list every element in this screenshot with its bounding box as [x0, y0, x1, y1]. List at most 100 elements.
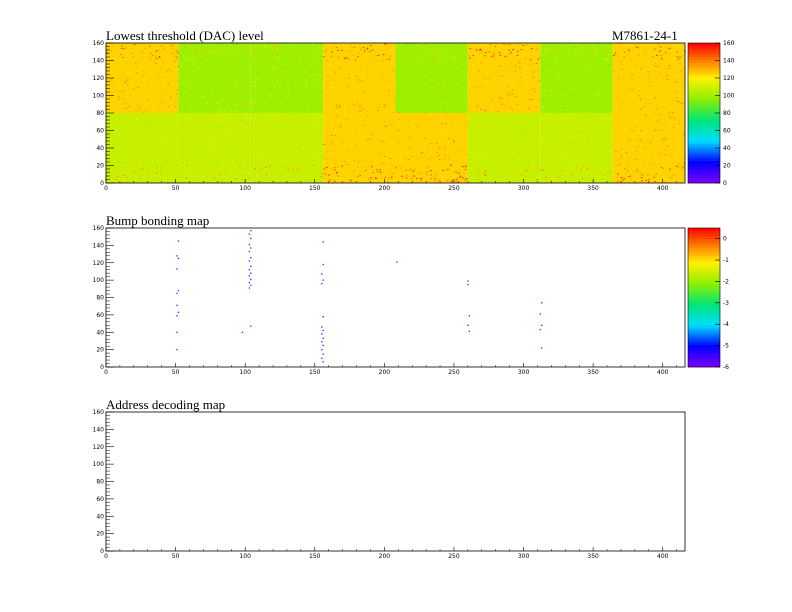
heatmap-pixel — [421, 171, 423, 173]
heatmap-pixel — [176, 141, 179, 143]
heatmap-pixel — [112, 172, 114, 174]
heatmap-pixel — [564, 140, 566, 142]
heatmap-pixel — [221, 180, 223, 182]
heatmap-pixel — [428, 47, 431, 49]
heatmap-pixel — [502, 144, 504, 146]
heatmap-pixel — [634, 63, 637, 65]
heatmap-pixel — [607, 45, 610, 47]
heatmap-pixel — [561, 174, 563, 176]
heatmap-pixel — [602, 111, 604, 113]
heatmap-pixel — [131, 45, 134, 47]
heatmap-pixel — [118, 96, 120, 98]
heatmap-pixel — [671, 79, 674, 81]
heatmap-pixel — [669, 116, 671, 118]
heatmap-pixel — [584, 168, 587, 170]
heatmap-pixel — [184, 77, 186, 79]
heatmap-pixel — [148, 159, 150, 161]
heatmap-pixel — [377, 132, 379, 134]
heatmap-pixel — [456, 63, 458, 65]
bump-bonding-colorbar: 0-1-2-3-4-5-6 — [687, 227, 729, 371]
heatmap-pixel — [424, 112, 427, 114]
heatmap-pixel — [639, 98, 642, 100]
heatmap-pixel — [504, 85, 506, 87]
heatmap-pixel — [160, 96, 163, 98]
heatmap-pixel — [546, 131, 549, 133]
colorbar-band — [688, 115, 720, 119]
heatmap-pixel — [628, 88, 631, 90]
heatmap-pixel — [603, 85, 605, 87]
heatmap-pixel — [206, 177, 208, 179]
heatmap-pixel — [279, 158, 281, 160]
heatmap-pixel — [137, 144, 139, 146]
heatmap-pixel — [356, 75, 358, 77]
heatmap-pixel — [325, 138, 328, 140]
heatmap-pixel — [211, 118, 214, 120]
colorbar-band — [688, 314, 720, 318]
heatmap-pixel — [425, 83, 427, 85]
heatmap-pixel — [320, 175, 323, 177]
heatmap-pixel — [327, 125, 329, 127]
heatmap-pixel — [295, 148, 297, 150]
heatmap-pixel — [422, 43, 424, 45]
heatmap-pixel — [206, 75, 208, 77]
heatmap-pixel — [567, 130, 570, 132]
heatmap-pixel — [673, 126, 675, 128]
heatmap-pixel — [464, 179, 467, 181]
heatmap-pixel — [400, 79, 402, 81]
heatmap-pixel — [250, 102, 252, 104]
heatmap-pixel — [447, 102, 450, 104]
heatmap-pixel — [540, 123, 543, 125]
heatmap-pixel — [512, 81, 514, 83]
heatmap-pixel — [608, 89, 611, 91]
heatmap-pixel — [208, 169, 211, 171]
heatmap-pixel — [130, 156, 132, 158]
heatmap-pixel — [158, 62, 161, 64]
heatmap-pixel — [568, 50, 571, 52]
heatmap-pixel — [153, 108, 155, 110]
heatmap-pixel — [495, 91, 498, 93]
heatmap-pixel — [459, 115, 461, 117]
heatmap-pixel — [492, 54, 495, 56]
colorbar-band — [688, 48, 720, 52]
heatmap-pixel — [322, 155, 324, 157]
heatmap-pixel — [653, 120, 655, 122]
heatmap-pixel — [397, 140, 400, 142]
heatmap-pixel — [359, 85, 362, 87]
heatmap-pixel — [302, 63, 304, 65]
colorbar-band — [688, 322, 720, 326]
heatmap-pixel — [620, 177, 623, 179]
y-tick-label: 60 — [96, 496, 104, 503]
heatmap-pixel — [501, 103, 503, 105]
heatmap-pixel — [224, 172, 226, 174]
heatmap-pixel — [151, 115, 153, 117]
x-tick-label: 350 — [587, 553, 599, 560]
heatmap-pixel — [245, 112, 248, 114]
heatmap-pixel — [278, 84, 280, 86]
heatmap-pixel — [648, 180, 650, 182]
heatmap-pixel — [542, 106, 544, 108]
heatmap-pixel — [682, 102, 684, 104]
heatmap-pixel — [529, 98, 531, 100]
heatmap-pixel — [364, 142, 367, 144]
heatmap-pixel — [651, 119, 654, 121]
colorbar-band — [688, 361, 720, 365]
heatmap-pixel — [246, 118, 249, 120]
heatmap-pixel — [648, 178, 650, 180]
heatmap-pixel — [615, 150, 617, 152]
heatmap-pixel — [603, 146, 606, 148]
heatmap-pixel — [346, 118, 348, 120]
panel2-title: Bump bonding map — [106, 213, 210, 228]
y-tick-label: 20 — [96, 531, 104, 538]
heatmap-pixel — [628, 70, 631, 72]
heatmap-pixel — [664, 99, 667, 101]
heatmap-pixel — [202, 159, 204, 161]
heatmap-pixel — [372, 172, 374, 174]
heatmap-pixel — [359, 45, 361, 47]
heatmap-pixel — [177, 66, 180, 68]
heatmap-pixel — [265, 174, 268, 176]
heatmap-pixel — [383, 103, 385, 105]
heatmap-pixel — [248, 177, 251, 179]
heatmap-pixel — [256, 78, 259, 80]
heatmap-pixel — [339, 119, 342, 121]
heatmap-pixel — [202, 85, 205, 87]
